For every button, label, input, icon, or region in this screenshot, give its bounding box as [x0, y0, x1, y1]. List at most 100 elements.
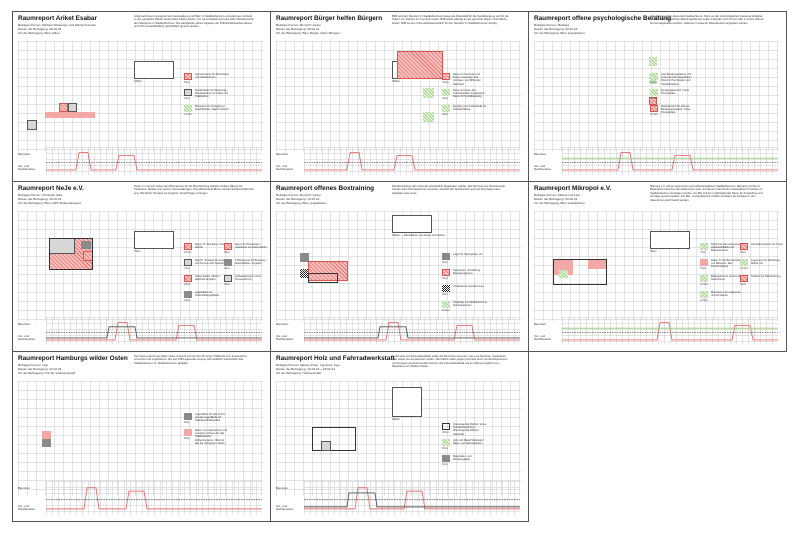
usage-timeline-grid	[46, 481, 262, 515]
meta-line: Ort der Befragung: Büro Ariket	[18, 31, 60, 35]
legend-item: Lagerfläche für Veranstaltungsfläche 20qm	[184, 291, 244, 307]
legend-size: 125qm	[442, 81, 450, 84]
legend-size: 20qm	[184, 299, 190, 302]
legend-swatch	[184, 89, 192, 96]
legend-text: Ausstellungsraum für Kunst	[751, 243, 783, 246]
panel-meta: Befragte Person: Marisa und Lisa Datum de…	[534, 193, 585, 205]
report-panel: Raumreport Ariket Esabar Befragte Person:…	[12, 11, 270, 181]
meta-line: Datum der Befragung: 23.02.24	[18, 367, 62, 371]
meta-line: Befragte Person: Bernd P. Kettel	[276, 193, 321, 197]
legend-swatch	[442, 423, 450, 430]
legend-swatch	[442, 105, 450, 112]
panel-title: Raumreport Mikropol e.V.	[534, 185, 612, 192]
room-block	[553, 259, 607, 285]
report-panel: Raumreport NeJe e.V. Befragte Person: Chr…	[12, 181, 270, 351]
legend-text: Raum zum besprechen und vernetzen / Raum…	[195, 429, 227, 445]
panel-description: Das Boxtraining soll mehrmals wöchentlic…	[392, 185, 505, 195]
legend-size: 75qm	[700, 251, 706, 254]
legend-swatch	[740, 275, 748, 282]
legend-text: 2 Büroräume für Beratung / abschließbar …	[235, 259, 267, 266]
legend-swatch	[442, 455, 450, 462]
legend-item: Raum für die Bar betrieben von Mikropol …	[700, 259, 760, 275]
scale-label: 75qm	[134, 250, 141, 253]
legend-text: Raum für Workshops / unbefristet mit Tan…	[235, 243, 268, 250]
panel-title: Raumreport Bürger helfen Bürgern	[276, 15, 383, 22]
legend-item: Lagerfläche für das Archiv und als Lager…	[184, 413, 244, 429]
room-block	[559, 270, 568, 278]
room-block	[42, 431, 51, 439]
legend-size: 20qm	[442, 463, 448, 466]
legend-text: Raum für Tanzkurse / feste Fläche	[195, 243, 226, 250]
meta-line: Befragte Person: Marisa und Lisa	[534, 193, 580, 197]
panel-title: Raumreport offenes Boxtraining	[276, 185, 375, 192]
usage-label: Benutzen	[534, 322, 547, 326]
usage-label: Benutzen	[276, 152, 289, 156]
legend-text: Empfang und Anlaufstelle für Sozialberat…	[453, 105, 487, 112]
frame-left	[12, 11, 13, 522]
legend-size: 20qm	[442, 293, 448, 296]
legend-size: 12,5qm	[442, 309, 450, 312]
legend-text: Lagerfläche für das Archiv und als Lager…	[195, 413, 225, 423]
meta-line: Ort der Befragung: Büro projektleben	[276, 201, 327, 205]
legend-swatch	[650, 89, 658, 96]
prep-label-line: Nachbereiten	[18, 167, 36, 172]
prep-label-line: Vor- und	[18, 164, 29, 168]
legend-text: Mehrraum zum treppenen und ferrutieren	[711, 291, 741, 298]
panel-meta: Befragte Person: Michael Schweiger und M…	[18, 23, 96, 35]
legend-size: 25qm	[442, 447, 448, 450]
legend-text: Umkleidg. für Sportlerinnen & Zuschaueri…	[453, 301, 487, 308]
legend-swatch	[184, 413, 192, 420]
panel-meta: Befragte Person: Barbara Datum der Befrag…	[534, 23, 585, 35]
legend-item: Fläche für die Gartengruppe / Außenkohlf…	[700, 243, 760, 259]
prep-label-line: Nachbereiten	[534, 337, 552, 342]
meta-line: Datum der Befragung: 20.02.24	[18, 27, 62, 31]
legend-swatch	[442, 301, 450, 308]
legend-swatch	[184, 105, 192, 112]
prep-label-line: Nachbereiten	[276, 167, 294, 172]
legend-text: Lager für Sportgeräte, etc.	[453, 253, 484, 256]
usage-line	[304, 492, 520, 508]
legend-text: Fläche für die Gartengruppe / Außenkohlf…	[711, 243, 745, 253]
legend-swatch	[442, 89, 450, 96]
prep-label: Vor- und Nachbereiten	[534, 334, 552, 342]
scale-reference-box	[392, 215, 432, 233]
legend-size: 12,5qm	[700, 299, 708, 302]
meta-line: Ort der Befragung: Büro ANVI Rothenburgs…	[18, 201, 82, 205]
legend-size: 12,5qm	[700, 283, 708, 286]
panel-description: BhB wird den Standort im Stadtteilzentru…	[392, 15, 509, 25]
legend-item: offene Küche / Bistro / tägliches Angebo…	[184, 275, 244, 291]
room-block	[588, 259, 607, 269]
legend-swatch	[224, 259, 232, 266]
legend-swatch	[442, 285, 450, 292]
legend-item: Empfang und Anlaufstelle für Sozialberat…	[442, 105, 502, 121]
legend-item: Raum für Konzerte und Feste / Lesungen u…	[442, 73, 502, 89]
room-block	[42, 431, 51, 447]
legend-text: Sporthaus / Vorrichtung Bewegungsraum	[453, 269, 481, 276]
panel-title: Raumreport NeJe e.V.	[18, 185, 84, 192]
legend-item: Empfangsbereich / hohe Privatsphäre 12,5q…	[650, 89, 710, 105]
panel-description: NeJe e.V. benutzt neben den Büroräumen f…	[134, 185, 254, 195]
meta-line: Befragte Person: Marlies Peter, Ingeborg…	[276, 363, 340, 367]
legend-size: 200qm	[442, 431, 450, 434]
legend-text: zwei Beratungsräume / für eine und zwei …	[661, 73, 692, 86]
scale-label: 250qm	[392, 80, 400, 83]
usage-line	[304, 322, 520, 341]
legend-swatch	[700, 291, 708, 298]
panel-description: In der Holz und Fahrradwerkstatt sollen …	[392, 355, 508, 369]
report-panel: Raumreport Bürger helfen Bürgern Befragte…	[270, 11, 528, 181]
legend-text: Raum für Orga. des interkulturellen Aust…	[453, 89, 486, 99]
legend-swatch	[442, 73, 450, 80]
prep-label-line: Nachbereiten	[18, 507, 36, 512]
meta-line: Befragte Person: Christelle Vela	[18, 193, 62, 197]
room-block	[59, 103, 68, 112]
prep-label-line: Nachbereiten	[276, 337, 294, 342]
usage-line	[562, 152, 778, 171]
usage-line	[304, 487, 520, 510]
report-panel: Raumreport Hamburgs wilder Osten Befragte…	[12, 351, 270, 521]
prep-label: Vor- und Nachbereiten	[276, 164, 294, 172]
room-block	[49, 238, 93, 270]
legend-size: 12,5qm	[740, 267, 748, 270]
panel-description: Fokusfinnen sollen diese tiefe beobachte…	[650, 15, 764, 25]
usage-label: Benutzen	[18, 486, 31, 490]
usage-timeline	[46, 152, 262, 171]
